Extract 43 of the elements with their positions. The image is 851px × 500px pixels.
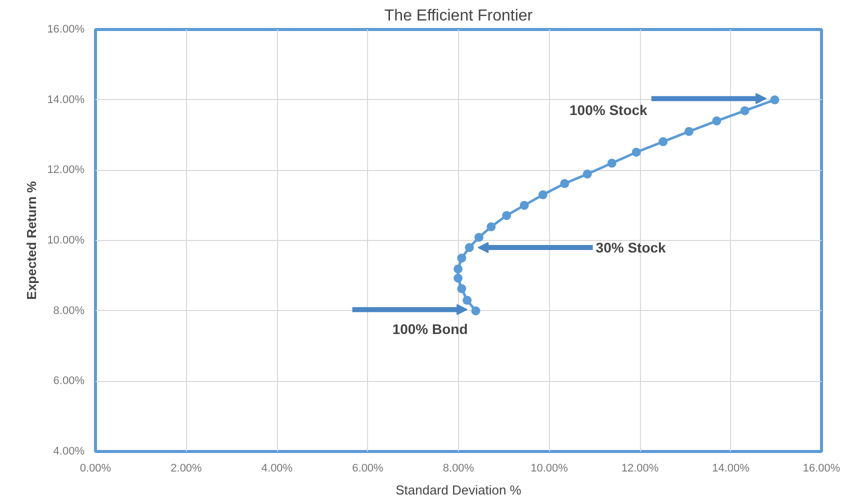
point bbox=[462, 296, 472, 305]
point bbox=[632, 148, 641, 157]
x-tick-label: 4.00% bbox=[261, 462, 293, 474]
y-tick-label: 4.00% bbox=[53, 446, 85, 458]
point bbox=[454, 274, 463, 283]
point bbox=[464, 243, 474, 252]
y-tick-label: 8.00% bbox=[53, 304, 85, 317]
chart-title: The Efficient Frontier bbox=[384, 8, 534, 24]
point bbox=[538, 190, 548, 200]
x-axis-title: Standard Deviation % bbox=[396, 482, 522, 498]
x-tick-label: 16.00% bbox=[802, 462, 840, 474]
point bbox=[486, 222, 496, 232]
point bbox=[740, 106, 750, 116]
point bbox=[457, 254, 466, 263]
annotation: 30% Stock bbox=[596, 240, 666, 256]
point bbox=[607, 158, 616, 168]
point bbox=[502, 211, 512, 220]
x-tick-label: 0.00% bbox=[80, 462, 112, 474]
y-tick-label: 6.00% bbox=[53, 375, 85, 388]
x-tick-label: 8.00% bbox=[442, 462, 474, 474]
x-tick-label: 14.00% bbox=[712, 462, 750, 474]
x-tick-label: 10.00% bbox=[530, 462, 568, 474]
point bbox=[454, 264, 463, 274]
y-tick-label: 12.00% bbox=[47, 164, 85, 176]
x-tick-label: 12.00% bbox=[621, 462, 659, 474]
point bbox=[582, 170, 592, 179]
point bbox=[520, 200, 529, 210]
point bbox=[560, 179, 570, 188]
point bbox=[457, 284, 466, 294]
annotation: 100% Stock bbox=[570, 102, 648, 118]
y-tick-label: 14.00% bbox=[47, 94, 85, 106]
point bbox=[471, 306, 480, 316]
y-axis-title: Expected Return % bbox=[24, 180, 40, 300]
x-tick-label: 2.00% bbox=[170, 462, 202, 474]
y-tick-label: 10.00% bbox=[47, 234, 85, 246]
point bbox=[474, 232, 484, 242]
annotation: 100% Bond bbox=[392, 320, 468, 337]
point bbox=[712, 116, 722, 126]
point bbox=[684, 126, 694, 136]
point bbox=[658, 137, 668, 146]
x-tick-label: 6.00% bbox=[352, 462, 384, 474]
point bbox=[770, 95, 780, 104]
y-tick-label: 16.00% bbox=[47, 24, 85, 36]
